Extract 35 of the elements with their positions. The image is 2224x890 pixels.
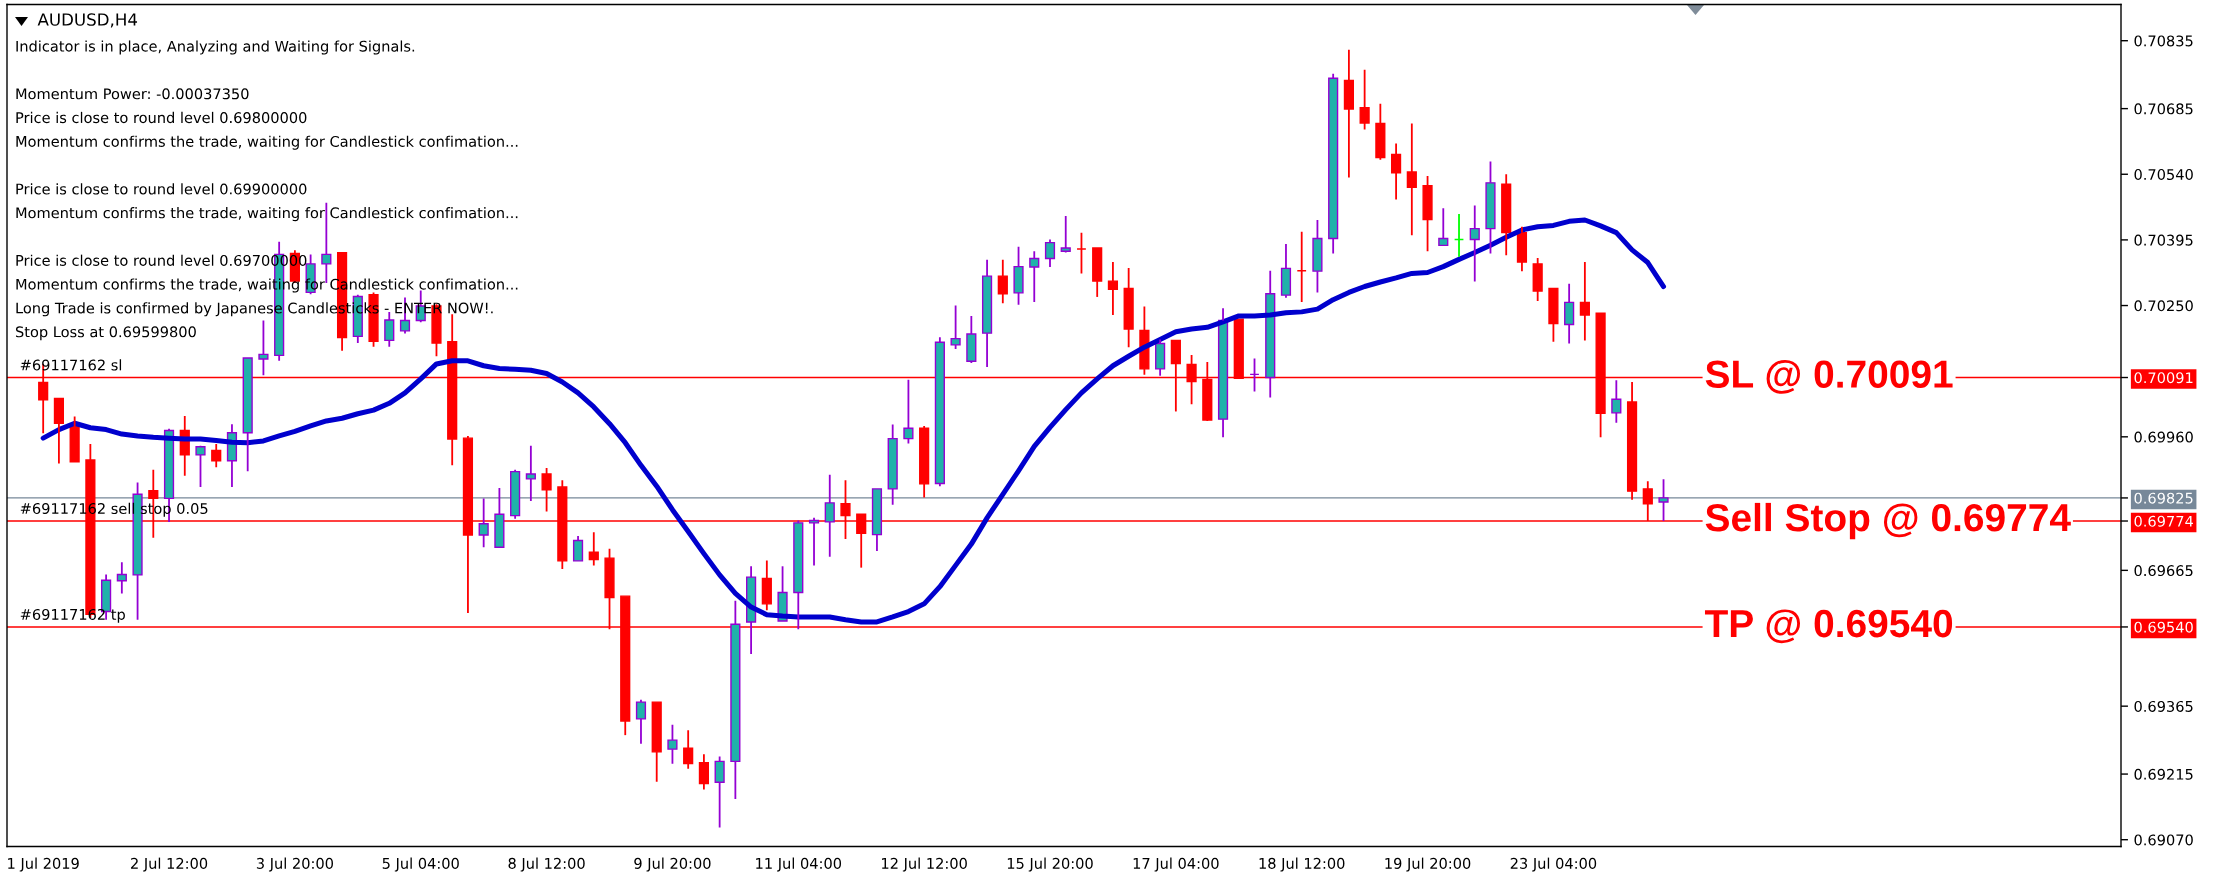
- x-tick-label: 8 Jul 12:00: [508, 857, 585, 872]
- y-tick-label: 0.69070: [2134, 834, 2193, 846]
- annotation: TP @ 0.69540: [1704, 609, 1953, 644]
- y-tick-label: 0.69665: [2134, 565, 2193, 577]
- y-tick-label: 0.69540: [2134, 621, 2193, 633]
- x-tick-label: 19 Jul 20:00: [1385, 857, 1471, 872]
- chart-title: AUDUSD,H4: [37, 13, 138, 28]
- x-tick-label: 17 Jul 04:00: [1133, 857, 1219, 872]
- y-tick-label: 0.70250: [2134, 300, 2193, 312]
- annotation: Indicator is in place, Analyzing and Waiting for Signals.: [16, 40, 415, 55]
- y-tick-label: 0.69215: [2134, 768, 2193, 780]
- x-tick-label: 2 Jul 12:00: [131, 857, 208, 872]
- x-tick-label: 15 Jul 20:00: [1007, 857, 1093, 872]
- x-tick-label: 12 Jul 12:00: [882, 857, 967, 872]
- y-tick-label: 0.69825: [2134, 492, 2193, 504]
- x-tick-label: 9 Jul 20:00: [634, 857, 711, 872]
- y-tick-label: 0.69774: [2134, 515, 2193, 527]
- x-tick-label: 3 Jul 20:00: [256, 857, 333, 872]
- x-tick-label: 23 Jul 04:00: [1510, 857, 1597, 872]
- x-tick-label: 5 Jul 04:00: [382, 857, 459, 872]
- x-tick-label: 1 Jul 2019: [8, 857, 79, 872]
- x-tick-label: 11 Jul 04:00: [756, 857, 842, 872]
- y-tick-label: 0.70091: [2134, 372, 2193, 384]
- x-tick-label: 18 Jul 12:00: [1259, 857, 1345, 872]
- y-tick-label: 0.70835: [2134, 35, 2193, 47]
- ref-line-label: #69117162 sl: [20, 359, 122, 371]
- y-tick-label: 0.70685: [2134, 103, 2193, 115]
- annotation: SL @ 0.70091: [1705, 359, 1953, 394]
- annotation: Momentum Power: -0.00037350 Price is close to round level 0.69800000 Momentum confirms the trade, waiting for Candlestick confimation...: [16, 88, 518, 150]
- y-tick-label: 0.70540: [2134, 168, 2193, 181]
- y-tick-label: 0.69960: [2134, 431, 2193, 443]
- y-tick-label: 0.69365: [2134, 700, 2193, 712]
- annotation: Sell Stop @ 0.69774: [1705, 502, 2071, 540]
- annotation: Price is close to round level 0.69900000 Momentum confirms the trade, waiting for Candlestick confimation...: [16, 183, 518, 222]
- y-tick-label: 0.70395: [2134, 234, 2193, 246]
